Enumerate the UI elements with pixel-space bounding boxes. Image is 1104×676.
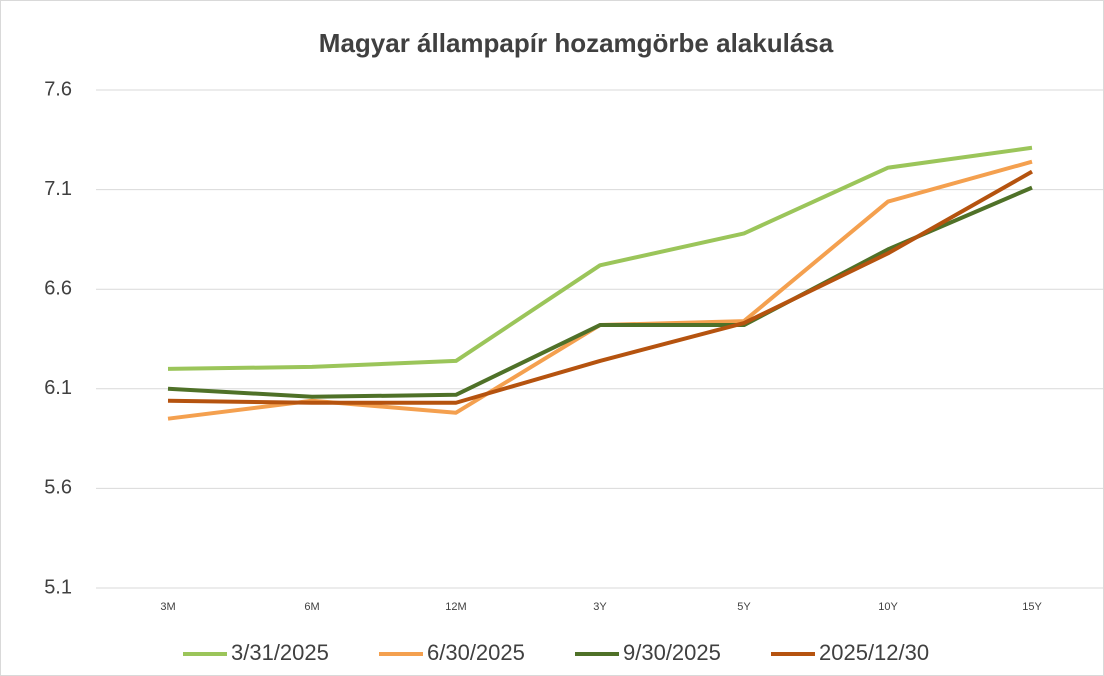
- x-tick-label: 15Y: [1022, 601, 1042, 613]
- legend-label: 3/31/2025: [231, 640, 329, 665]
- series-line: [167, 169, 1033, 405]
- legend-label: 2025/12/30: [819, 640, 929, 665]
- y-tick-label: 5.6: [44, 477, 72, 499]
- legend-label: 9/30/2025: [623, 640, 721, 665]
- y-tick-label: 5.1: [44, 576, 72, 598]
- chart-title: Magyar állampapír hozamgörbe alakulása: [319, 28, 834, 58]
- x-tick-label: 5Y: [737, 601, 751, 613]
- x-tick-label: 12M: [445, 601, 466, 613]
- x-tick-label: 3M: [160, 601, 175, 613]
- y-tick-label: 7.6: [44, 78, 72, 100]
- x-tick-label: 10Y: [878, 601, 898, 613]
- series-line: [167, 145, 1033, 371]
- x-tick-label: 3Y: [593, 601, 607, 613]
- x-tick-label: 6M: [304, 601, 319, 613]
- legend-label: 6/30/2025: [427, 640, 525, 665]
- y-tick-label: 6.6: [44, 277, 72, 299]
- series-line: [167, 185, 1033, 399]
- y-tick-label: 6.1: [44, 377, 72, 399]
- y-tick-label: 7.1: [44, 178, 72, 200]
